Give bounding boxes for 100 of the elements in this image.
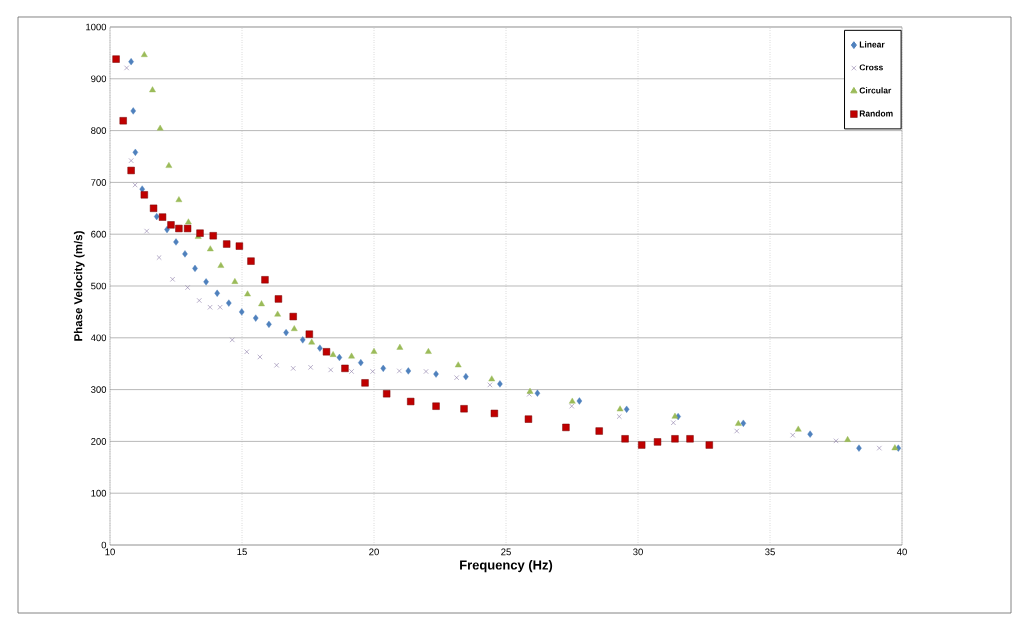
x-tick-label: 25: [501, 548, 511, 556]
point: [653, 438, 662, 446]
point: [670, 420, 676, 426]
y-tick-label: 200: [91, 438, 107, 445]
y-tick-label: 800: [91, 127, 107, 134]
point: [361, 379, 369, 387]
point: [235, 242, 243, 250]
point: [149, 86, 156, 93]
point: [686, 435, 694, 443]
point: [794, 425, 802, 432]
point: [740, 419, 747, 427]
point: [308, 338, 315, 345]
point: [196, 229, 204, 237]
point: [175, 224, 183, 233]
point: [132, 182, 138, 188]
point: [290, 325, 298, 331]
y-tick-label: 400: [90, 334, 107, 342]
y-tick-label: 1000: [86, 23, 107, 31]
x-tick-label: 40: [896, 548, 907, 556]
point: [423, 368, 429, 375]
point: [349, 368, 355, 375]
point: [460, 405, 468, 413]
point: [258, 300, 265, 307]
point: [396, 343, 404, 350]
point: [182, 250, 188, 258]
point: [856, 444, 862, 452]
point: [290, 365, 296, 371]
point: [425, 348, 432, 354]
point: [112, 55, 120, 63]
point: [299, 336, 306, 344]
y-axis-title: Phase Velocity (m/s): [73, 231, 85, 341]
point: [341, 364, 349, 372]
point: [247, 257, 255, 265]
point: [370, 368, 376, 375]
point: [524, 415, 533, 423]
point: [185, 218, 192, 225]
y-tick-label: 700: [91, 179, 107, 186]
point: [141, 51, 148, 57]
point: [274, 362, 280, 368]
point: [170, 276, 176, 282]
point: [621, 435, 629, 443]
point: [488, 375, 496, 382]
point: [348, 352, 355, 359]
point: [153, 213, 160, 221]
y-tick-label: 100: [91, 489, 107, 497]
point: [244, 290, 251, 297]
point: [833, 438, 839, 444]
point: [616, 405, 624, 412]
point: [735, 420, 742, 426]
point: [175, 196, 183, 202]
point: [317, 344, 323, 352]
point: [124, 65, 130, 71]
point: [149, 204, 158, 212]
point: [638, 441, 646, 449]
point: [454, 361, 462, 368]
point: [526, 387, 534, 394]
point: [569, 403, 575, 409]
point: [165, 162, 173, 168]
point: [305, 330, 313, 338]
point: [568, 397, 576, 404]
point: [144, 228, 150, 234]
point: [891, 444, 899, 451]
point: [289, 312, 297, 321]
point: [119, 117, 127, 125]
point: [616, 413, 622, 420]
x-tick-label: 35: [765, 548, 775, 556]
point: [217, 304, 223, 310]
point: [623, 405, 630, 413]
point: [156, 124, 164, 131]
point: [432, 402, 440, 410]
point: [132, 148, 139, 156]
point: [490, 409, 499, 418]
point: [266, 320, 272, 328]
point: [257, 354, 263, 360]
point: [231, 278, 239, 284]
point: [207, 245, 214, 252]
point: [244, 349, 250, 355]
point: [790, 432, 796, 438]
point: [329, 351, 337, 357]
legend-label: Linear: [859, 41, 885, 48]
point: [807, 430, 813, 438]
point: [433, 370, 439, 378]
legend-label: Random: [859, 110, 893, 117]
point: [396, 368, 402, 374]
point: [380, 364, 386, 372]
point: [229, 337, 235, 343]
point: [209, 232, 217, 240]
point: [358, 359, 364, 367]
point: [497, 380, 503, 388]
point: [183, 224, 192, 233]
y-tick-label: 600: [91, 230, 107, 238]
point: [534, 389, 541, 397]
point: [407, 397, 415, 406]
point: [308, 364, 314, 370]
point: [158, 213, 167, 221]
y-tick-label: 500: [91, 282, 107, 290]
point: [167, 221, 175, 229]
point: [226, 299, 232, 307]
point: [128, 158, 134, 164]
legend-label: Cross: [859, 64, 883, 71]
